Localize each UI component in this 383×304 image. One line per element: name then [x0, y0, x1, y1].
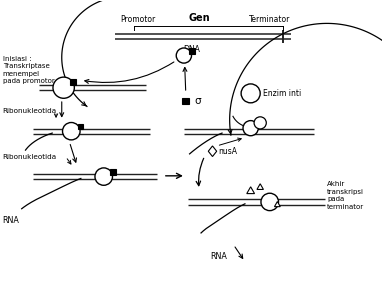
Bar [189, 48, 195, 54]
Polygon shape [208, 146, 217, 157]
Text: Ribonukleotida: Ribonukleotida [3, 154, 57, 160]
Text: RNA: RNA [3, 216, 20, 225]
Text: DNA: DNA [183, 45, 200, 54]
Text: Gen: Gen [188, 13, 210, 23]
Circle shape [95, 168, 113, 185]
Text: Ribonukleotida: Ribonukleotida [3, 108, 57, 114]
Bar [78, 124, 83, 129]
Circle shape [176, 48, 192, 63]
Polygon shape [275, 202, 280, 207]
Circle shape [243, 121, 258, 136]
Bar [70, 79, 77, 85]
Circle shape [62, 123, 80, 140]
Polygon shape [247, 187, 255, 194]
Text: RNA: RNA [211, 251, 228, 261]
Text: σ: σ [195, 96, 201, 106]
Text: Enzim inti: Enzim inti [263, 89, 301, 98]
Circle shape [53, 77, 74, 98]
Text: Inisiasi :
Transkriptase
menempel
pada promotor: Inisiasi : Transkriptase menempel pada p… [3, 56, 54, 84]
Polygon shape [257, 184, 264, 189]
Bar [182, 98, 189, 104]
Text: Terminator: Terminator [249, 15, 290, 24]
Circle shape [254, 117, 266, 129]
Text: nusA: nusA [218, 147, 237, 156]
Circle shape [241, 84, 260, 103]
Circle shape [261, 193, 278, 211]
Text: Promotor: Promotor [120, 15, 156, 24]
Text: Akhir
transkripsi
pada
terminator: Akhir transkripsi pada terminator [327, 181, 364, 210]
Bar [110, 169, 116, 175]
